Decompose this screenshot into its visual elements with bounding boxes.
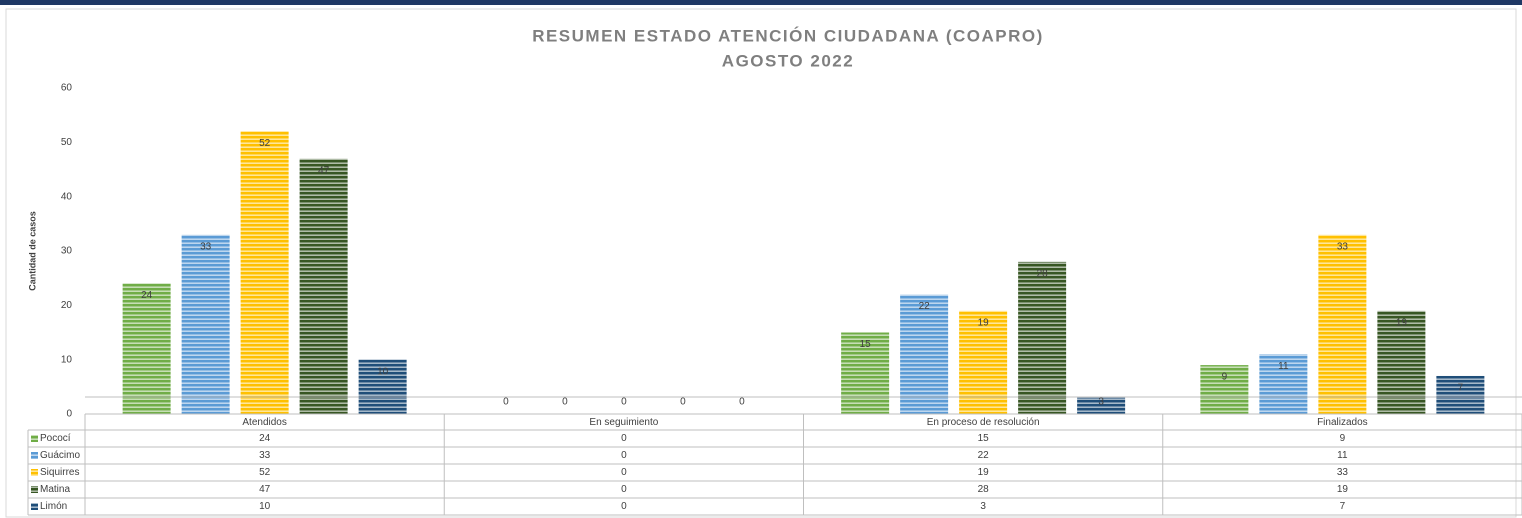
table-cell: 33 — [259, 450, 271, 461]
y-axis-label: Cantidad de casos — [27, 211, 37, 291]
data-label: 22 — [919, 301, 931, 312]
bar — [841, 332, 890, 414]
y-tick-label: 30 — [61, 246, 73, 257]
bar — [240, 131, 289, 414]
chart-subtitle: AGOSTO 2022 — [722, 51, 854, 70]
table-cell: 24 — [259, 433, 271, 444]
table-cell: 0 — [621, 433, 627, 444]
chart-title: RESUMEN ESTADO ATENCIÓN CIUDADANA (COAPR… — [532, 26, 1044, 45]
table-cell: 0 — [621, 484, 627, 495]
bar — [122, 283, 171, 414]
legend-swatch — [31, 452, 38, 459]
data-label: 33 — [1337, 241, 1349, 252]
legend-swatch — [31, 486, 38, 493]
bar — [1318, 234, 1367, 414]
data-label: 0 — [503, 397, 509, 408]
bar — [1436, 375, 1485, 414]
legend-label: Pococí — [40, 433, 71, 444]
table-cell: 0 — [621, 450, 627, 461]
table-cell: 19 — [1337, 484, 1349, 495]
table-cell: 9 — [1340, 433, 1346, 444]
y-tick-label: 20 — [61, 300, 73, 311]
data-label: 10 — [377, 366, 389, 377]
data-label: 0 — [680, 397, 686, 408]
bar — [299, 158, 348, 414]
table-cell: 7 — [1340, 501, 1346, 512]
data-label: 9 — [1222, 372, 1228, 383]
legend-swatch — [31, 469, 38, 476]
legend-label: Limón — [40, 501, 67, 512]
bar — [900, 294, 949, 414]
data-label: 28 — [1037, 269, 1049, 280]
bar — [1018, 261, 1067, 414]
x-tick-label: Finalizados — [1317, 417, 1368, 428]
y-tick-label: 60 — [61, 83, 73, 94]
legend-label: Guácimo — [40, 450, 80, 461]
x-tick-label: En proceso de resolución — [927, 417, 1040, 428]
table-cell: 47 — [259, 484, 271, 495]
table-cell: 19 — [978, 467, 990, 478]
data-label: 11 — [1278, 361, 1289, 372]
data-label: 19 — [1396, 317, 1408, 328]
bar — [1200, 365, 1249, 414]
y-tick-label: 10 — [61, 354, 73, 365]
y-tick-label: 40 — [61, 191, 73, 202]
table-cell: 0 — [621, 501, 627, 512]
data-label: 0 — [621, 397, 627, 408]
table-cell: 0 — [621, 467, 627, 478]
data-label: 47 — [318, 165, 330, 176]
data-label: 24 — [141, 290, 153, 301]
table-cell: 15 — [978, 433, 990, 444]
data-label: 0 — [562, 397, 568, 408]
top-border — [0, 0, 1522, 5]
table-cell: 33 — [1337, 467, 1349, 478]
chart-frame — [5, 8, 1517, 518]
bar — [1077, 397, 1126, 414]
table-cell: 10 — [259, 501, 271, 512]
data-label: 0 — [739, 397, 745, 408]
legend-label: Siquirres — [40, 467, 79, 478]
bar — [1259, 354, 1308, 414]
x-tick-label: Atendidos — [242, 417, 286, 428]
data-label: 7 — [1458, 383, 1464, 394]
table-cell: 28 — [978, 484, 990, 495]
bar — [181, 234, 230, 414]
table-cell: 11 — [1337, 450, 1348, 461]
data-label: 52 — [259, 138, 271, 149]
x-tick-label: En seguimiento — [589, 417, 658, 428]
y-tick-label: 0 — [66, 409, 72, 420]
bar — [358, 359, 407, 414]
legend-swatch — [31, 503, 38, 510]
data-label: 33 — [200, 241, 212, 252]
table-cell: 3 — [980, 501, 986, 512]
data-label: 19 — [978, 317, 990, 328]
table-cell: 22 — [978, 450, 990, 461]
table-cell: 52 — [259, 467, 271, 478]
data-label: 15 — [860, 339, 872, 350]
legend-label: Matina — [40, 484, 70, 495]
data-label: 3 — [1098, 397, 1104, 408]
legend-swatch — [31, 435, 38, 442]
y-tick-label: 50 — [61, 137, 73, 148]
